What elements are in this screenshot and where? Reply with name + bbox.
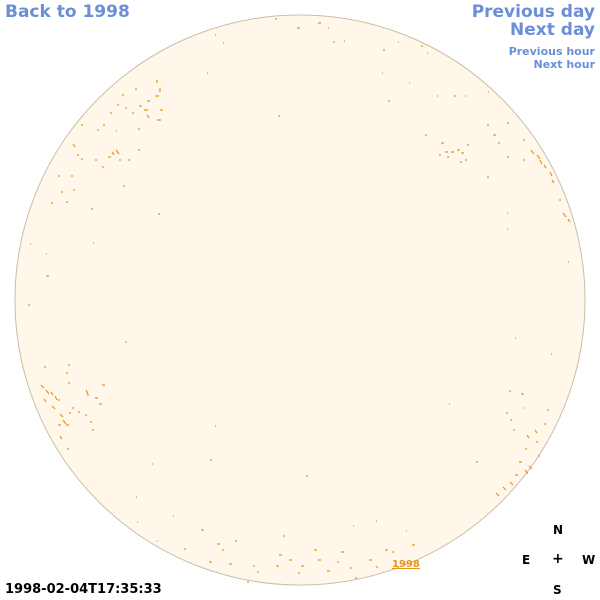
solar-disk [14, 14, 586, 586]
compass-east: E [522, 553, 531, 567]
feature-mark [40, 364, 105, 450]
feature-mark [425, 122, 571, 355]
observation-timestamp: 1998-02-04T17:35:33 [5, 582, 162, 597]
feature-mark [28, 80, 163, 343]
compass-south: S [553, 583, 562, 597]
next-hour-link[interactable]: Next hour [533, 58, 596, 71]
next-day-link[interactable]: Next day [510, 20, 595, 40]
back-to-year-link[interactable]: Back to 1998 [5, 2, 130, 22]
compass-center-icon: + [552, 551, 564, 567]
solar-features [28, 18, 571, 583]
feature-mark [136, 403, 450, 583]
feature-mark [207, 18, 489, 117]
compass-west: W [582, 553, 596, 567]
previous-hour-link[interactable]: Previous hour [508, 45, 595, 58]
previous-day-link[interactable]: Previous day [471, 2, 595, 22]
feature-mark [476, 390, 549, 497]
year-link[interactable]: 1998 [392, 559, 420, 570]
compass-north: N [553, 523, 564, 537]
